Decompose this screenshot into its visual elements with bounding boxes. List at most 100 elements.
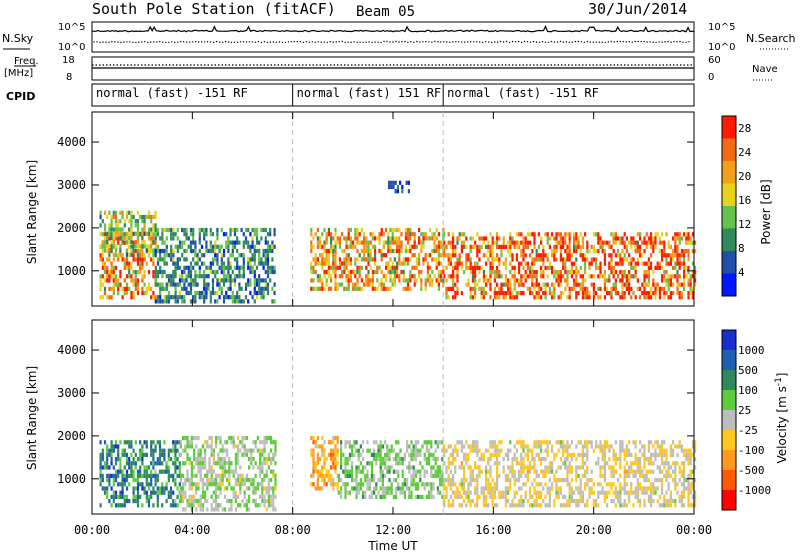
heatmap-cell — [231, 253, 234, 258]
heatmap-cell — [403, 478, 406, 483]
heatmap-cell — [575, 295, 578, 300]
nsearch-dot — [177, 41, 179, 43]
heatmap-cell — [474, 461, 477, 466]
heatmap-cell — [143, 473, 146, 478]
heatmap-cell — [197, 469, 200, 474]
heatmap-cell — [354, 286, 357, 291]
heatmap-cell — [529, 469, 532, 474]
heatmap-cell — [147, 236, 151, 241]
heatmap-cell — [493, 278, 496, 283]
heatmap-cell — [375, 461, 378, 466]
heatmap-cell — [389, 257, 392, 262]
heatmap-cell — [480, 490, 483, 495]
heatmap-cell — [584, 270, 587, 275]
heatmap-cell — [430, 486, 433, 491]
nsearch-dot — [422, 41, 424, 43]
nsearch-dot — [251, 41, 254, 43]
heatmap-cell — [579, 440, 582, 445]
heatmap-cell — [106, 278, 109, 283]
heatmap-cell — [456, 490, 459, 495]
heatmap-cell — [623, 253, 626, 258]
heatmap-cell — [678, 261, 681, 266]
heatmap-cell — [658, 286, 661, 291]
heatmap-cell — [379, 457, 382, 462]
heatmap-cell — [123, 473, 126, 478]
nsearch-dot — [559, 40, 562, 43]
heatmap-cell — [639, 461, 642, 466]
heatmap-cell — [520, 499, 523, 504]
heatmap-cell — [403, 494, 406, 499]
heatmap-cell — [485, 478, 488, 483]
heatmap-cell — [386, 452, 389, 457]
heatmap-cell — [424, 278, 427, 283]
heatmap-cell — [212, 452, 215, 457]
heatmap-cell — [332, 244, 335, 249]
heatmap-cell — [229, 295, 232, 300]
heatmap-cell — [639, 295, 642, 300]
heatmap-cell — [520, 240, 523, 245]
heatmap-cell — [401, 486, 404, 491]
nsearch-dot — [323, 41, 325, 43]
heatmap-cell — [429, 253, 432, 258]
heatmap-cell — [345, 274, 348, 279]
heatmap-cell — [384, 490, 387, 495]
y-tick-label: 2000 — [57, 429, 86, 443]
heatmap-cell — [206, 507, 209, 512]
heatmap-cell — [188, 486, 191, 491]
heatmap-cell — [694, 440, 697, 445]
heatmap-cell — [553, 499, 556, 504]
heatmap-cell — [373, 440, 376, 445]
heatmap-cell — [588, 249, 591, 254]
heatmap-cell — [601, 473, 604, 478]
heatmap-cell — [485, 469, 488, 474]
heatmap-cell — [533, 478, 536, 483]
heatmap-cell — [121, 448, 124, 453]
heatmap-cell — [143, 253, 146, 258]
heatmap-cell — [200, 227, 204, 233]
heatmap-cell — [145, 248, 148, 253]
heatmap-cell — [161, 269, 164, 275]
heatmap-cell — [502, 469, 505, 474]
heatmap-cell — [570, 478, 573, 483]
heatmap-cell — [128, 261, 131, 266]
heatmap-cell — [176, 244, 179, 249]
heatmap-cell — [154, 282, 157, 287]
heatmap-cell — [204, 490, 207, 495]
heatmap-cell — [562, 503, 565, 508]
heatmap-cell — [242, 265, 245, 270]
heatmap-cell — [465, 236, 468, 241]
heatmap-cell — [112, 444, 115, 449]
heatmap-cell — [362, 469, 365, 474]
heatmap-cell — [323, 465, 326, 470]
heatmap-cell — [435, 257, 438, 262]
heatmap-cell — [391, 232, 394, 237]
heatmap-cell — [639, 499, 642, 504]
heatmap-cell — [250, 477, 253, 483]
heatmap-cell — [362, 482, 365, 487]
heatmap-cell — [632, 240, 635, 245]
heatmap-cell — [564, 249, 567, 254]
heatmap-cell — [112, 252, 115, 257]
heatmap-cell — [134, 494, 137, 499]
nsearch-dot — [275, 41, 278, 43]
heatmap-cell — [439, 478, 442, 483]
heatmap-cell — [272, 440, 275, 445]
heatmap-cell — [174, 274, 177, 279]
heatmap-cell — [566, 249, 569, 254]
heatmap-cell — [537, 444, 540, 449]
heatmap-cell — [672, 448, 675, 453]
heatmap-cell — [165, 282, 168, 287]
heatmap-cell — [665, 461, 668, 466]
heatmap-cell — [683, 452, 686, 457]
heatmap-cell — [234, 507, 237, 512]
heatmap-cell — [559, 249, 562, 254]
heatmap-cell — [121, 295, 124, 300]
heatmap-cell — [507, 240, 510, 245]
heatmap-cell — [435, 261, 438, 266]
heatmap-cell — [557, 240, 560, 245]
heatmap-cell — [493, 490, 496, 495]
heatmap-cell — [658, 448, 661, 453]
heatmap-cell — [355, 482, 358, 487]
heatmap-cell — [641, 486, 644, 491]
nsearch-dot — [535, 41, 538, 43]
